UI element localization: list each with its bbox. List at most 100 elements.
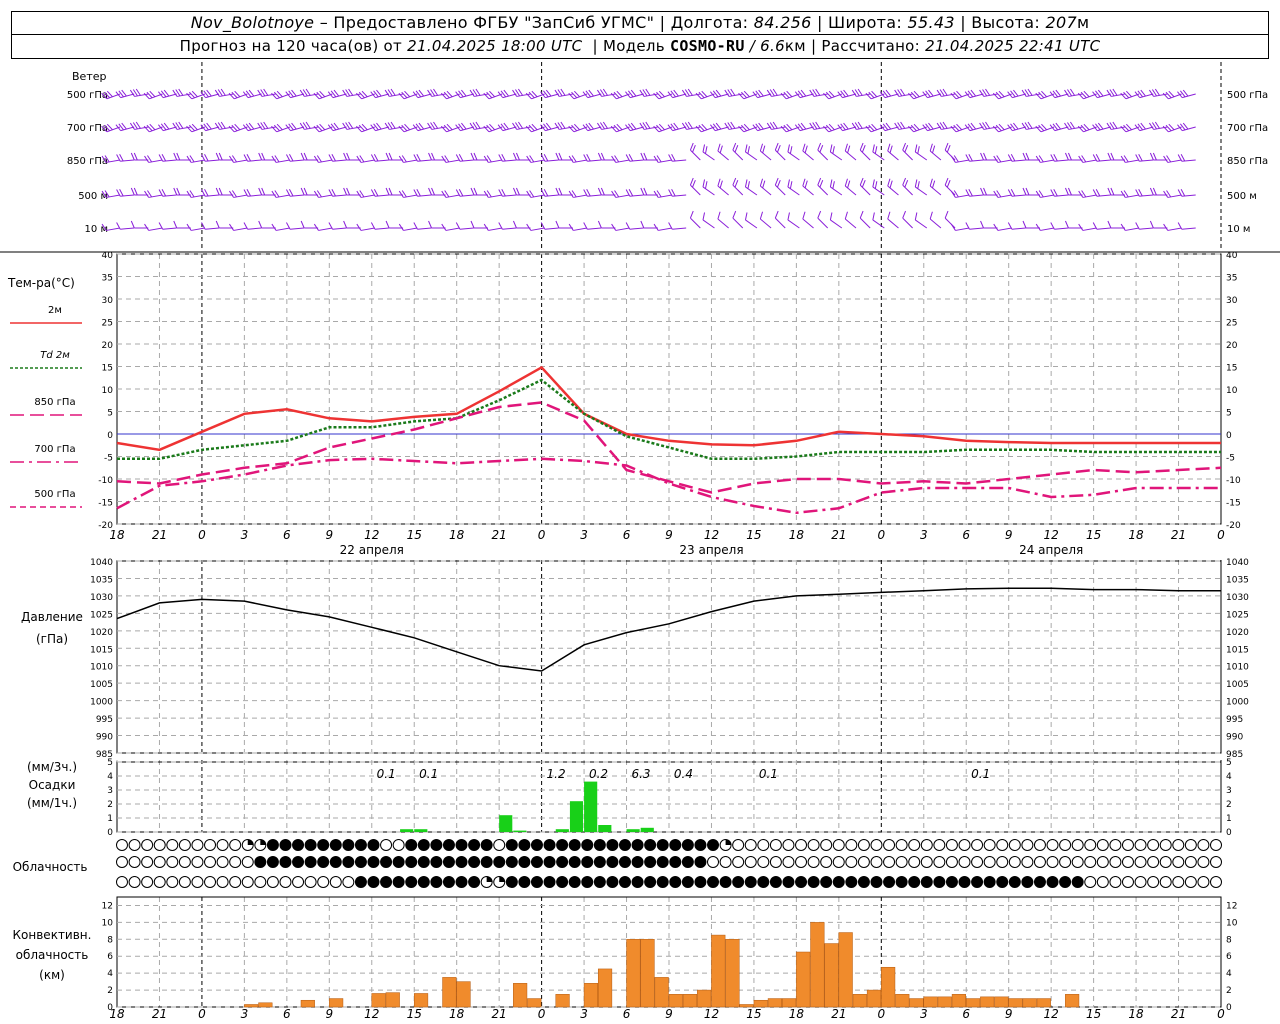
cloud-circle <box>669 839 682 851</box>
wind-barb-shaft <box>360 194 375 198</box>
wind-barb-shaft <box>686 93 701 97</box>
longitude-label: Долгота: <box>670 13 749 32</box>
wind-barb <box>1149 187 1168 196</box>
cloud-circle <box>707 839 720 851</box>
wind-barb-shaft <box>1139 194 1154 197</box>
wind-barb-flag <box>483 155 489 163</box>
wind-barb-shaft <box>205 227 220 230</box>
wind-barb-flag <box>1107 152 1112 161</box>
wind-barb-shaft <box>915 151 928 161</box>
wind-barb <box>944 142 956 161</box>
convective-bar <box>597 968 613 1008</box>
forecast-start: 21.04.2025 18:00 UTC <box>407 37 583 55</box>
cloud-circle <box>593 876 606 888</box>
wind-barb-flag <box>191 90 198 98</box>
cloud-circle <box>707 876 720 888</box>
cloud-cover-symbol <box>367 856 380 868</box>
wind-barb-flag <box>865 125 872 133</box>
wind-barb-flag <box>982 89 988 97</box>
wind-barb <box>398 190 418 198</box>
wind-barb-flag <box>385 152 390 161</box>
cloud-cover-symbol <box>405 876 418 888</box>
wind-level-label-left: 500 м <box>78 191 108 202</box>
wind-barb-flag <box>271 223 277 231</box>
precip-bar <box>513 830 527 832</box>
wind-barb-flag <box>953 190 959 198</box>
wind-barb-flag <box>653 155 659 163</box>
wind-barb <box>554 88 574 97</box>
cloud-circle <box>455 876 468 888</box>
hour-tick-label: 21 <box>831 528 846 542</box>
cloud-circle <box>329 856 342 868</box>
wind-barb-shaft <box>1096 159 1111 162</box>
wind-barb-shaft <box>360 227 375 231</box>
wind-barb-flag <box>1110 187 1115 196</box>
wind-barb <box>258 187 276 196</box>
wind-barb <box>1092 154 1111 162</box>
cloud-cover-symbol <box>807 876 820 888</box>
wind-barb-flag <box>944 210 949 219</box>
wind-barb <box>1021 121 1041 130</box>
wind-barb-shaft <box>887 150 899 161</box>
cloud-cover-symbol <box>279 839 292 851</box>
wind-barb-flag <box>1013 89 1019 97</box>
hour-tick-label: 21 <box>1171 528 1186 542</box>
cloud-circle <box>870 856 883 868</box>
wind-barb <box>837 122 857 132</box>
wind-barb-flag <box>343 152 348 161</box>
wind-barb-flag <box>967 90 974 98</box>
wind-barb-flag <box>517 88 524 96</box>
wind-barb-flag <box>571 91 578 99</box>
wind-barb-flag <box>602 88 608 96</box>
wind-barb <box>744 179 758 196</box>
wind-barb-flag <box>889 145 893 154</box>
wind-barb <box>1092 189 1111 197</box>
wind-barb-shaft <box>686 126 701 130</box>
wind-barb-flag <box>263 121 269 129</box>
wind-barb-flag <box>953 155 959 163</box>
wind-barb <box>597 88 616 97</box>
cloud-cover-symbol <box>1033 839 1046 851</box>
convective-bar <box>965 998 981 1008</box>
wind-barb <box>498 189 517 197</box>
wind-barb <box>1135 154 1154 162</box>
cloud-circle <box>807 876 820 888</box>
cloud-cover-symbol <box>153 839 166 851</box>
cloud-circle <box>958 839 971 851</box>
wind-barb <box>774 177 786 196</box>
wind-barb-flag <box>715 89 722 97</box>
wind-barb <box>702 212 715 229</box>
wind-barb-flag <box>1078 190 1084 198</box>
wind-barb-shaft <box>502 194 517 197</box>
cloud-circle <box>292 876 305 888</box>
cloud-cover-symbol <box>543 839 556 851</box>
wind-barb-flag <box>273 91 280 99</box>
wind-barb-flag <box>719 145 723 154</box>
wind-barb-flag <box>373 90 379 98</box>
cloud-circle <box>656 839 669 851</box>
wind-barb-shaft <box>191 159 206 163</box>
pressure-ytick-right: 1025 <box>1226 610 1249 620</box>
wind-barb-shaft <box>1111 93 1126 97</box>
hour-tick-label: 0 <box>198 528 206 542</box>
wind-barb <box>929 211 942 229</box>
cloud-circle <box>832 856 845 868</box>
wind-barb-flag <box>401 155 407 163</box>
wind-barb-flag <box>384 89 390 97</box>
wind-barb-flag <box>1166 155 1172 163</box>
wind-barb-shaft <box>1181 227 1196 230</box>
wind-barb <box>887 178 899 196</box>
cloud-cover-symbol <box>681 856 694 868</box>
convective-bar <box>923 996 938 1008</box>
wind-barb-flag <box>513 187 517 196</box>
wind-barb-flag <box>712 90 719 98</box>
cloud-cover-symbol <box>1071 839 1084 851</box>
wind-barb-shaft <box>887 218 899 229</box>
cloud-circle <box>719 856 732 868</box>
wind-barb-flag <box>1041 123 1048 131</box>
cloud-cover-symbol <box>279 876 292 888</box>
wind-barb-flag <box>455 222 461 230</box>
cloud-cover-symbol <box>442 876 455 888</box>
cloud-circle <box>254 876 267 888</box>
cloud-cover-symbol <box>744 856 757 868</box>
